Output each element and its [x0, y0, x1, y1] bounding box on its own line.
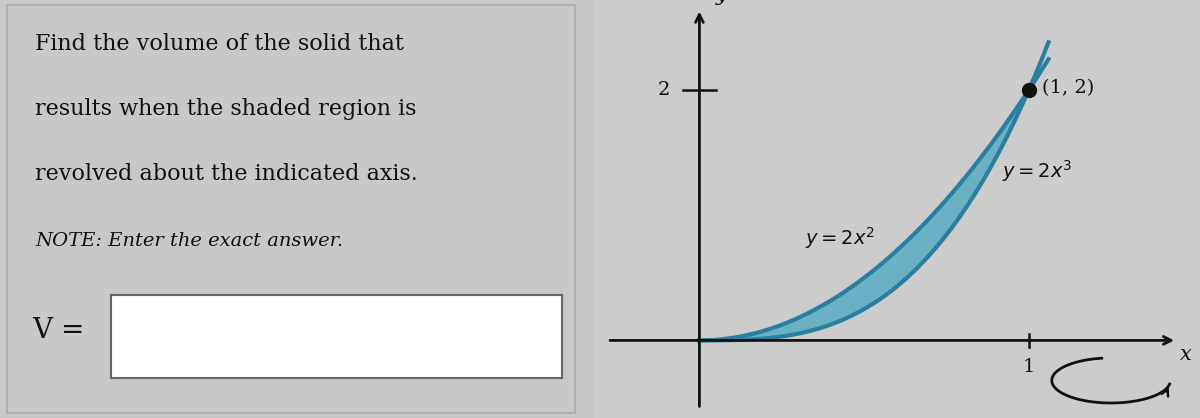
Text: V =: V =	[32, 317, 84, 344]
Text: 2: 2	[658, 81, 670, 99]
Text: x: x	[1181, 345, 1192, 364]
Text: Find the volume of the solid that: Find the volume of the solid that	[35, 33, 403, 56]
Text: y: y	[716, 0, 727, 5]
Text: NOTE: Enter the exact answer.: NOTE: Enter the exact answer.	[35, 232, 343, 250]
Bar	[110, 295, 562, 378]
Text: (1, 2): (1, 2)	[1042, 79, 1094, 97]
Text: $y = 2x^3$: $y = 2x^3$	[1002, 158, 1073, 184]
Text: revolved about the indicated axis.: revolved about the indicated axis.	[35, 163, 418, 185]
Text: 1: 1	[1022, 358, 1034, 376]
Text: $y = 2x^2$: $y = 2x^2$	[805, 225, 875, 251]
Text: results when the shaded region is: results when the shaded region is	[35, 98, 416, 120]
